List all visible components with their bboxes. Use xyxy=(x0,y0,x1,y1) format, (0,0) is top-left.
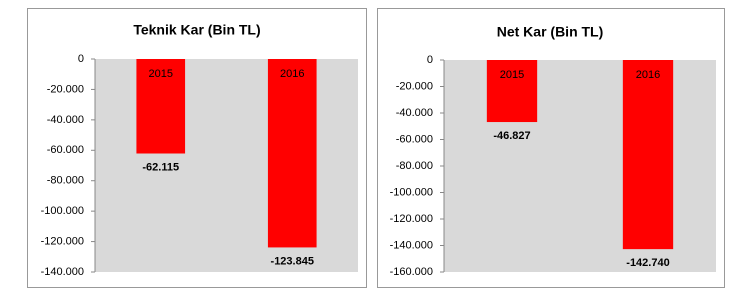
y-tick-label: -120.000 xyxy=(390,213,433,225)
value-label: -123.845 xyxy=(271,255,314,267)
y-tick-label: -40.000 xyxy=(47,114,84,126)
value-label: -62.115 xyxy=(142,161,179,173)
chart-title: Net Kar (Bin TL) xyxy=(497,24,604,40)
category-label: 2016 xyxy=(280,68,304,80)
y-tick-label: -60.000 xyxy=(47,144,84,156)
plot-area xyxy=(444,60,716,272)
category-label: 2015 xyxy=(149,68,173,80)
y-tick-label: -40.000 xyxy=(396,107,433,119)
y-tick-label: 0 xyxy=(427,54,433,66)
chart-title: Teknik Kar (Bin TL) xyxy=(133,22,260,38)
plot-area xyxy=(95,59,358,272)
y-tick-label: -140.000 xyxy=(390,239,433,251)
category-label: 2016 xyxy=(636,69,660,81)
y-tick-label: -80.000 xyxy=(47,175,84,187)
y-tick-label: -80.000 xyxy=(396,160,433,172)
value-label: -142.740 xyxy=(626,257,669,269)
y-tick-label: -100.000 xyxy=(390,186,433,198)
y-tick-label: -100.000 xyxy=(41,205,84,217)
y-tick-label: -120.000 xyxy=(41,235,84,247)
y-tick-label: -160.000 xyxy=(390,266,433,278)
y-tick-label: -20.000 xyxy=(47,83,84,95)
bar xyxy=(267,59,317,248)
category-label: 2015 xyxy=(500,69,524,81)
bar xyxy=(486,60,538,123)
value-label: -46.827 xyxy=(493,130,530,142)
bar xyxy=(136,59,186,154)
y-tick-label: 0 xyxy=(78,53,84,65)
y-tick-label: -140.000 xyxy=(41,266,84,278)
y-tick-label: -20.000 xyxy=(396,80,433,92)
y-tick-label: -60.000 xyxy=(396,133,433,145)
bar xyxy=(622,60,674,250)
